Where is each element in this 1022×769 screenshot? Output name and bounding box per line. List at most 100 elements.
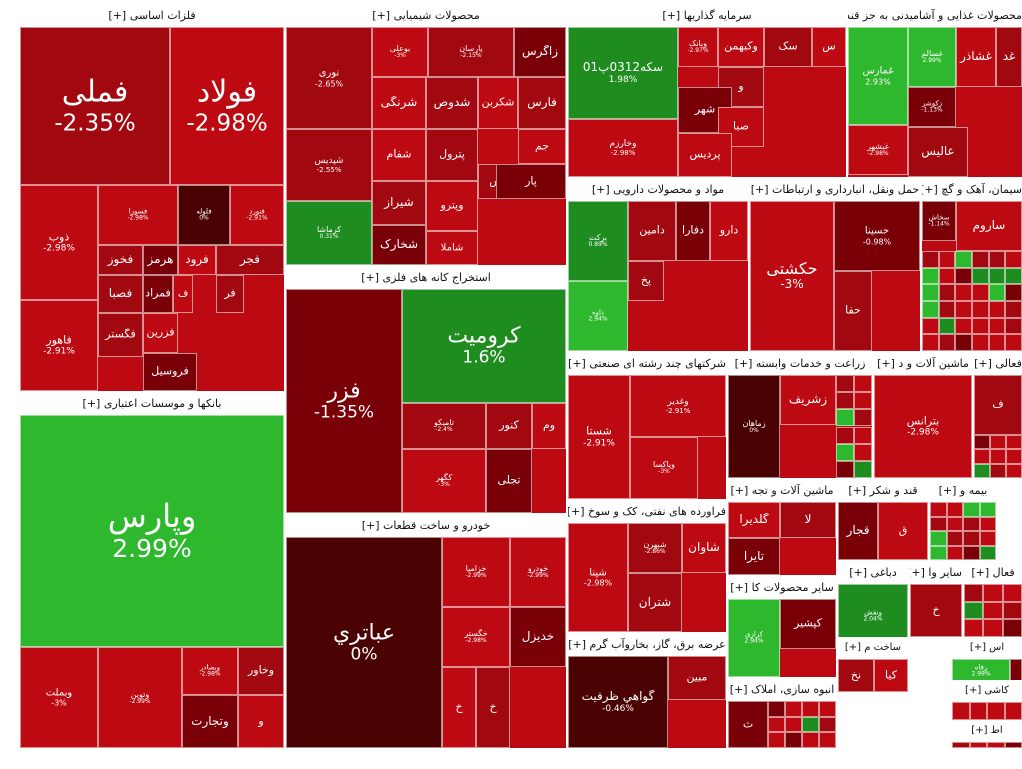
stock-tile[interactable]: فروسیل bbox=[143, 353, 197, 391]
stock-tile[interactable]: کرماشا 0.31% bbox=[286, 201, 372, 265]
stock-tile[interactable]: نوری -2.65% bbox=[286, 27, 372, 129]
stock-tile[interactable]: شپنا -2.98% bbox=[568, 523, 628, 632]
stock-tile-small[interactable] bbox=[972, 251, 989, 268]
stock-tile[interactable]: شاملا bbox=[426, 231, 478, 265]
stock-tile[interactable]: قجار bbox=[838, 502, 878, 560]
stock-tile[interactable]: س bbox=[812, 27, 846, 67]
stock-tile[interactable]: کگهر -3% bbox=[402, 449, 486, 513]
stock-tile[interactable]: غسالم 2.99% bbox=[908, 27, 956, 87]
stock-tile-small[interactable] bbox=[836, 392, 854, 410]
stock-tile-small[interactable] bbox=[963, 545, 980, 560]
stock-tile-small[interactable] bbox=[990, 463, 1006, 478]
stock-tile-small[interactable] bbox=[922, 267, 939, 285]
stock-tile-small[interactable] bbox=[969, 742, 987, 748]
stock-tile[interactable]: بترانس -2.98% bbox=[874, 375, 972, 478]
stock-tile[interactable]: عباتري 0% bbox=[286, 537, 442, 748]
stock-tile[interactable]: فارس bbox=[518, 77, 566, 129]
stock-tile[interactable]: صبا bbox=[718, 107, 764, 147]
sector-header[interactable]: ساخت م [+] bbox=[838, 637, 908, 660]
stock-tile-small[interactable] bbox=[955, 334, 972, 351]
stock-tile[interactable]: پترول bbox=[426, 129, 478, 181]
stock-tile[interactable]: داوه 2.94% bbox=[568, 281, 628, 351]
stock-tile[interactable]: وبملت -3% bbox=[20, 647, 98, 748]
stock-tile-small[interactable] bbox=[938, 251, 956, 268]
stock-tile-small[interactable] bbox=[963, 502, 980, 517]
stock-tile-small[interactable] bbox=[930, 545, 947, 560]
stock-tile[interactable]: ق bbox=[878, 502, 928, 560]
stock-tile[interactable]: شدوص bbox=[426, 77, 478, 129]
stock-tile[interactable]: سک bbox=[764, 27, 812, 67]
sector-header[interactable]: بانکها و موسسات اعتباری [+] bbox=[20, 393, 284, 416]
stock-tile-small[interactable] bbox=[972, 334, 989, 351]
stock-tile[interactable]: فسوزا -2.98% bbox=[98, 185, 178, 245]
stock-tile-small[interactable] bbox=[963, 516, 980, 531]
stock-tile-small[interactable] bbox=[955, 251, 972, 268]
sector-header[interactable]: قند و شکر [+] bbox=[838, 480, 928, 503]
sector-header[interactable]: خودرو و ساخت قطعات [+] bbox=[286, 515, 566, 538]
stock-tile[interactable]: فجر bbox=[216, 245, 284, 275]
stock-tile-small[interactable] bbox=[988, 301, 1006, 318]
stock-tile-small[interactable] bbox=[819, 716, 836, 733]
stock-tile-small[interactable] bbox=[1002, 601, 1022, 620]
stock-tile-small[interactable] bbox=[983, 601, 1003, 620]
stock-tile[interactable]: فزرین bbox=[143, 313, 178, 353]
stock-tile-small[interactable] bbox=[964, 619, 984, 637]
sector-header[interactable]: مواد و محصولات دارویی [+] bbox=[568, 179, 748, 202]
stock-tile-small[interactable] bbox=[972, 301, 989, 318]
stock-tile-small[interactable] bbox=[785, 732, 802, 748]
stock-tile-small[interactable] bbox=[819, 701, 836, 717]
stock-tile[interactable]: پارسان -2.15% bbox=[428, 27, 514, 77]
stock-tile[interactable]: برکت 0.89% bbox=[568, 201, 628, 281]
stock-tile[interactable]: وپاکسا -3% bbox=[630, 437, 698, 499]
stock-tile-small[interactable] bbox=[819, 732, 836, 748]
stock-tile-small[interactable] bbox=[988, 317, 1006, 335]
stock-tile[interactable]: دامین bbox=[628, 201, 676, 261]
stock-tile[interactable]: حفا bbox=[834, 271, 872, 351]
stock-tile-small[interactable] bbox=[922, 317, 939, 335]
stock-tile[interactable]: ساروم bbox=[956, 201, 1022, 251]
stock-tile-small[interactable] bbox=[990, 435, 1006, 450]
sector-header[interactable]: استخراج کانه های فلزی [+] bbox=[286, 267, 566, 290]
stock-tile-small[interactable] bbox=[938, 284, 956, 301]
stock-tile-small[interactable] bbox=[1005, 251, 1022, 268]
stock-tile[interactable]: گواهي ظرفيت -0.46% bbox=[568, 656, 668, 748]
stock-tile-small[interactable] bbox=[979, 545, 996, 560]
stock-tile[interactable]: تجلی bbox=[486, 449, 532, 513]
stock-tile-small[interactable] bbox=[854, 409, 872, 427]
stock-tile[interactable]: کنور bbox=[486, 403, 532, 449]
stock-tile-small[interactable] bbox=[802, 716, 819, 733]
stock-tile[interactable]: خ bbox=[476, 667, 510, 748]
stock-tile[interactable]: شپدیس -2.55% bbox=[286, 129, 372, 201]
stock-tile[interactable]: فخوز bbox=[98, 245, 143, 275]
stock-tile[interactable]: غمارس 2.93% bbox=[848, 27, 908, 125]
sector-header[interactable]: محصولات شیمیایی [+] bbox=[286, 5, 566, 28]
sector-header[interactable]: فعال [+] bbox=[964, 562, 1022, 585]
stock-tile[interactable]: تایرا bbox=[728, 538, 780, 575]
stock-tile-small[interactable] bbox=[922, 301, 939, 318]
stock-tile-small[interactable] bbox=[922, 334, 939, 351]
stock-tile[interactable]: پردیس bbox=[678, 133, 732, 177]
stock-tile[interactable]: شیراز bbox=[372, 181, 426, 225]
stock-tile[interactable]: وبصادر -2.98% bbox=[182, 647, 238, 695]
stock-tile[interactable]: وپارس 2.99% bbox=[20, 415, 284, 647]
stock-tile[interactable]: وم bbox=[532, 403, 566, 449]
sector-header[interactable]: کاشی [+] bbox=[952, 680, 1022, 703]
stock-tile-small[interactable] bbox=[1005, 301, 1022, 318]
stock-tile[interactable]: فملی -2.35% bbox=[20, 27, 170, 185]
stock-tile-small[interactable] bbox=[979, 516, 996, 531]
stock-tile-small[interactable] bbox=[955, 301, 972, 318]
stock-tile-small[interactable] bbox=[802, 701, 819, 717]
stock-tile-small[interactable] bbox=[1006, 449, 1022, 464]
stock-tile-small[interactable] bbox=[963, 531, 980, 546]
stock-tile[interactable]: وخارزم -2.98% bbox=[568, 119, 678, 177]
stock-tile-small[interactable] bbox=[1010, 659, 1022, 682]
stock-tile[interactable]: شستا -2.91% bbox=[568, 375, 630, 499]
stock-tile[interactable]: شفام bbox=[372, 129, 426, 181]
stock-tile[interactable]: فمراد bbox=[143, 275, 173, 313]
stock-tile-small[interactable] bbox=[854, 426, 872, 444]
stock-tile[interactable]: شکربن bbox=[478, 77, 518, 129]
stock-tile-small[interactable] bbox=[1005, 317, 1022, 335]
stock-tile[interactable]: زماهان 0% bbox=[728, 375, 780, 478]
stock-tile-small[interactable] bbox=[930, 531, 947, 546]
stock-tile[interactable]: زشریف bbox=[780, 375, 836, 425]
